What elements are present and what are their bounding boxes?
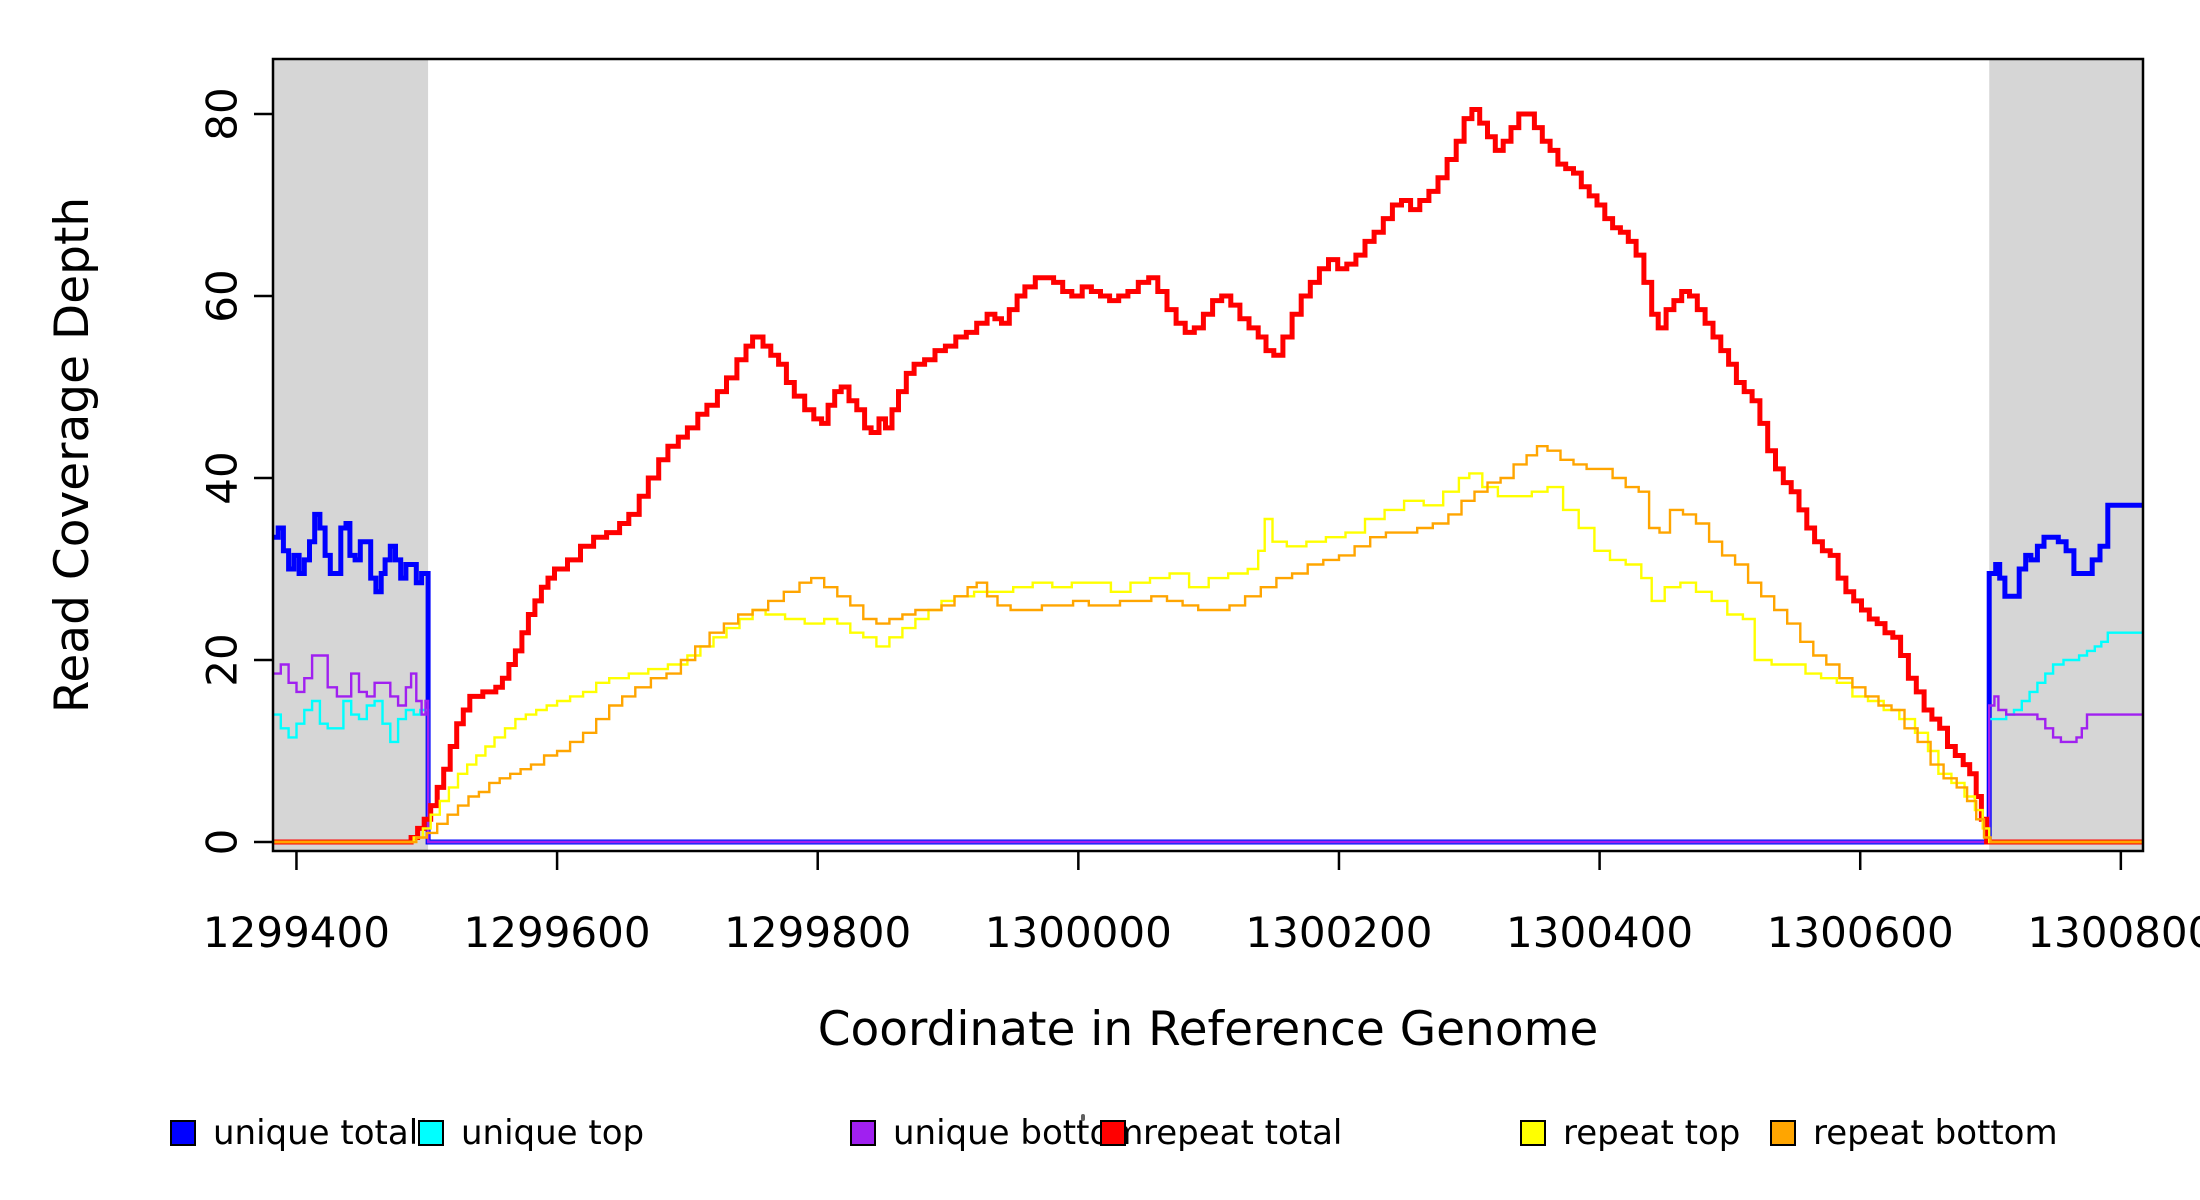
line-repeat-bottom: [273, 445, 2143, 844]
y-tick-label: 60: [198, 269, 247, 322]
x-tick-label: 1300200: [1245, 908, 1432, 957]
legend-swatch-repeat-top: [1520, 1120, 1546, 1146]
legend-swatch-repeat-bottom: [1770, 1120, 1796, 1146]
x-axis: 1299400 1299600 1299800 1300000 1300200 13004…: [203, 851, 2200, 957]
legend-swatch-unique-bottom: [850, 1120, 876, 1146]
legend-label: unique top: [461, 1113, 645, 1153]
coverage-plot: 1299400 1299600 1299800 1300000 1300200 13004…: [45, 57, 2200, 1057]
x-tick-label: 1300800: [2027, 908, 2200, 957]
line-unique-top: [273, 631, 2143, 844]
x-tick-label: 1299600: [464, 908, 651, 957]
y-tick-label: 40: [198, 451, 247, 504]
unique-mapping-flank-right: [1989, 59, 2143, 851]
y-tick-label: 0: [198, 829, 247, 856]
masked-region-shading: [273, 59, 2143, 851]
line-repeat-top: [273, 472, 2143, 844]
series-lines: [273, 107, 2143, 845]
x-tick-label: 1300000: [985, 908, 1172, 957]
legend-swatch-unique-top: [418, 1120, 444, 1146]
legend-label: repeat bottom: [1813, 1113, 2058, 1153]
x-tick-label: 1300400: [1506, 908, 1693, 957]
x-tick-label: 1299800: [724, 908, 911, 957]
x-tick-label: 1299400: [203, 908, 390, 957]
line-repeat-total: [273, 107, 2143, 845]
legend-label: repeat top: [1563, 1113, 1741, 1153]
line-unique-bottom: [273, 654, 2143, 844]
legend-swatch-repeat-total: [1100, 1120, 1126, 1146]
y-axis-title: Read Coverage Depth: [45, 197, 100, 713]
x-axis-title: Coordinate in Reference Genome: [818, 1002, 1599, 1057]
y-tick-label: 20: [198, 633, 247, 686]
legend-item-unique-bottom: unique bottom: [850, 1116, 1143, 1150]
legend-label: unique bottom: [893, 1113, 1144, 1153]
legend-label: repeat total: [1143, 1113, 1343, 1153]
y-tick-label: 80: [198, 87, 247, 140]
y-axis: 0 20 40 60 80: [198, 87, 273, 856]
legend-swatch-unique-total: [170, 1120, 196, 1146]
legend-item-unique-top: unique top: [418, 1116, 644, 1150]
legend-item-unique-total: unique total: [170, 1116, 418, 1150]
legend-item-repeat-total: repeat total: [1100, 1116, 1342, 1150]
x-tick-label: 1300600: [1767, 908, 1954, 957]
legend-item-repeat-top: repeat top: [1520, 1116, 1740, 1150]
legend-label: unique total: [213, 1113, 419, 1153]
plot-border: [271, 57, 2145, 853]
line-unique-total: [273, 502, 2143, 845]
stray-mark: [1081, 1114, 1085, 1121]
legend-item-repeat-bottom: repeat bottom: [1770, 1116, 2058, 1150]
